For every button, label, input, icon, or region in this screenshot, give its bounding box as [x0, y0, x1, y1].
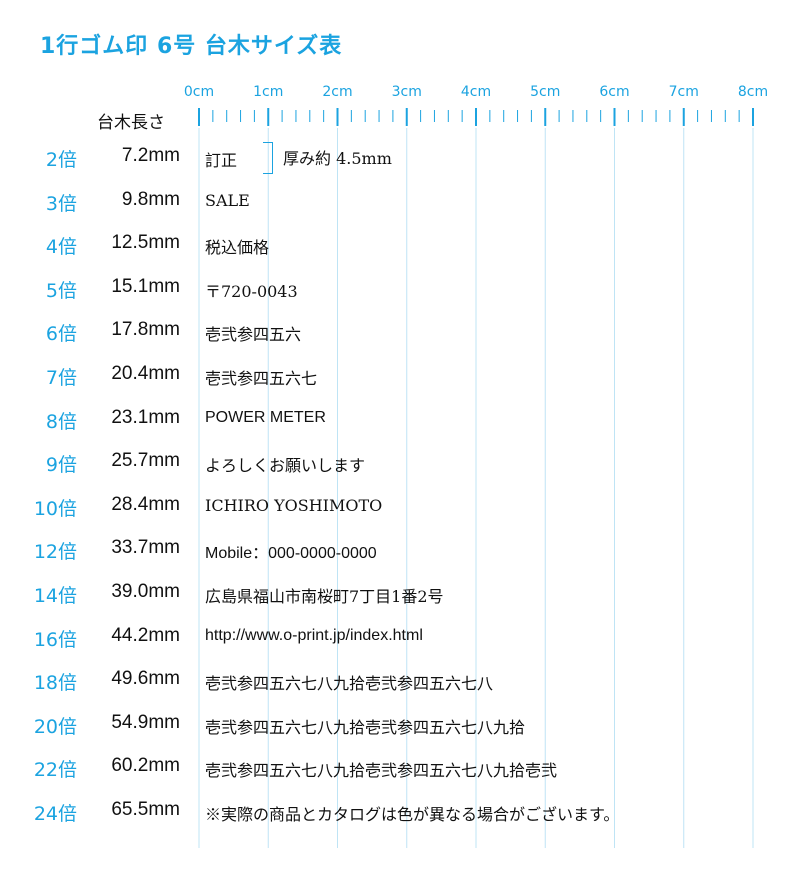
table-row: 7倍 20.4mm 壱弐参四五六七 — [0, 363, 800, 393]
table-row: 6倍 17.8mm 壱弐参四五六 — [0, 319, 800, 349]
table-row: 24倍 65.5mm ※実際の商品とカタログは色が異なる場合がございます。 — [0, 799, 800, 829]
multiplier-label: 16倍 — [33, 628, 77, 651]
length-value: 44.2mm — [111, 624, 180, 646]
table-row: 14倍 39.0mm 広島県福山市南桜町7丁目1番2号 — [0, 581, 800, 611]
ruler-label: 6cm — [599, 84, 629, 100]
multiplier-label: 7倍 — [45, 367, 77, 389]
thickness-bracket — [263, 142, 273, 174]
length-value: 15.1mm — [111, 275, 180, 297]
sample-text: よろしくお願いします — [205, 456, 366, 476]
sample-text: ※実際の商品とカタログは色が異なる場合がございます。 — [205, 805, 620, 824]
table-row: 9倍 25.7mm よろしくお願いします — [0, 450, 800, 480]
multiplier-label: 6倍 — [45, 323, 77, 346]
sample-text: 広島県福山市南桜町7丁目1番2号 — [205, 587, 444, 606]
sample-text: Mobile：000-0000-0000 — [205, 545, 377, 563]
table-row: 3倍 9.8mm SALE — [0, 189, 800, 219]
sample-text: 訂正 — [205, 151, 238, 170]
ruler-label: 3cm — [392, 84, 422, 100]
table-row: 12倍 33.7mm Mobile：000-0000-0000 — [0, 537, 800, 567]
length-value: 54.9mm — [111, 711, 180, 733]
multiplier-label: 22倍 — [33, 759, 77, 782]
table-row: 8倍 23.1mm POWER METER — [0, 407, 800, 437]
ruler-label: 7cm — [669, 84, 699, 100]
length-value: 39.0mm — [111, 581, 180, 602]
sample-text: SALE — [205, 190, 250, 210]
ruler-label: 4cm — [461, 84, 491, 100]
thickness-note: 厚み約 4.5mm — [283, 149, 392, 168]
table-row: 22倍 60.2mm 壱弐参四五六七八九拾壱弐参四五六七八九拾壱弐 — [0, 755, 800, 785]
sample-text: 税込価格 — [205, 238, 270, 258]
sample-text: ICHIRO YOSHIMOTO — [205, 495, 383, 515]
sample-text: 壱弐参四五六七八九拾壱弐参四五六七八 — [205, 674, 494, 694]
length-value: 20.4mm — [111, 363, 180, 384]
table-row: 16倍 44.2mm http://www.o-print.jp/index.htm… — [0, 625, 800, 655]
multiplier-label: 2倍 — [45, 149, 77, 171]
table-row: 18倍 49.6mm 壱弐参四五六七八九拾壱弐参四五六七八 — [0, 668, 800, 698]
length-value: 12.5mm — [111, 232, 180, 254]
ruler-label: 1cm — [253, 84, 283, 100]
multiplier-label: 5倍 — [45, 279, 77, 302]
sample-text: 壱弐参四五六七 — [205, 369, 318, 388]
length-column-header: 台木長さ — [97, 113, 165, 133]
multiplier-label: 14倍 — [33, 585, 77, 607]
length-value: 28.4mm — [111, 493, 180, 515]
length-value: 60.2mm — [111, 755, 180, 777]
table-row: 2倍 7.2mm 訂正 厚み約 4.5mm — [0, 142, 800, 175]
page-title: 1行ゴム印 6号 台木サイズ表 — [40, 34, 343, 59]
sample-text: POWER METER — [205, 408, 326, 426]
length-value: 9.8mm — [121, 188, 180, 210]
length-value: 17.8mm — [111, 319, 180, 341]
multiplier-label: 18倍 — [33, 672, 77, 695]
table-row: 10倍 28.4mm ICHIRO YOSHIMOTO — [0, 494, 800, 524]
multiplier-label: 24倍 — [33, 803, 77, 825]
sample-text: http://www.o-print.jp/index.html — [205, 626, 423, 644]
length-value: 25.7mm — [111, 450, 180, 472]
multiplier-label: 12倍 — [33, 541, 77, 564]
sample-text: 〒720-0043 — [205, 281, 298, 301]
length-value: 33.7mm — [111, 537, 180, 559]
multiplier-label: 3倍 — [45, 192, 77, 215]
table-row: 5倍 15.1mm 〒720-0043 — [0, 276, 800, 306]
ruler-label: 5cm — [530, 84, 560, 100]
multiplier-label: 4倍 — [45, 236, 77, 259]
multiplier-label: 10倍 — [33, 497, 77, 520]
ruler-label: 8cm — [738, 84, 768, 100]
multiplier-label: 8倍 — [45, 410, 77, 433]
length-value: 49.6mm — [111, 668, 180, 690]
ruler-label: 0cm — [184, 84, 214, 100]
sample-text: 壱弐参四五六 — [205, 325, 302, 345]
sample-text: 壱弐参四五六七八九拾壱弐参四五六七八九拾壱弐 — [205, 761, 558, 781]
multiplier-label: 20倍 — [33, 715, 77, 738]
length-value: 23.1mm — [111, 406, 180, 428]
length-value: 7.2mm — [121, 145, 180, 166]
sample-text: 壱弐参四五六七八九拾壱弐参四五六七八九拾 — [205, 717, 526, 737]
ruler-label: 2cm — [322, 84, 352, 100]
length-value: 65.5mm — [111, 799, 180, 820]
multiplier-label: 9倍 — [45, 454, 77, 477]
table-row: 4倍 12.5mm 税込価格 — [0, 232, 800, 262]
table-row: 20倍 54.9mm 壱弐参四五六七八九拾壱弐参四五六七八九拾 — [0, 712, 800, 742]
